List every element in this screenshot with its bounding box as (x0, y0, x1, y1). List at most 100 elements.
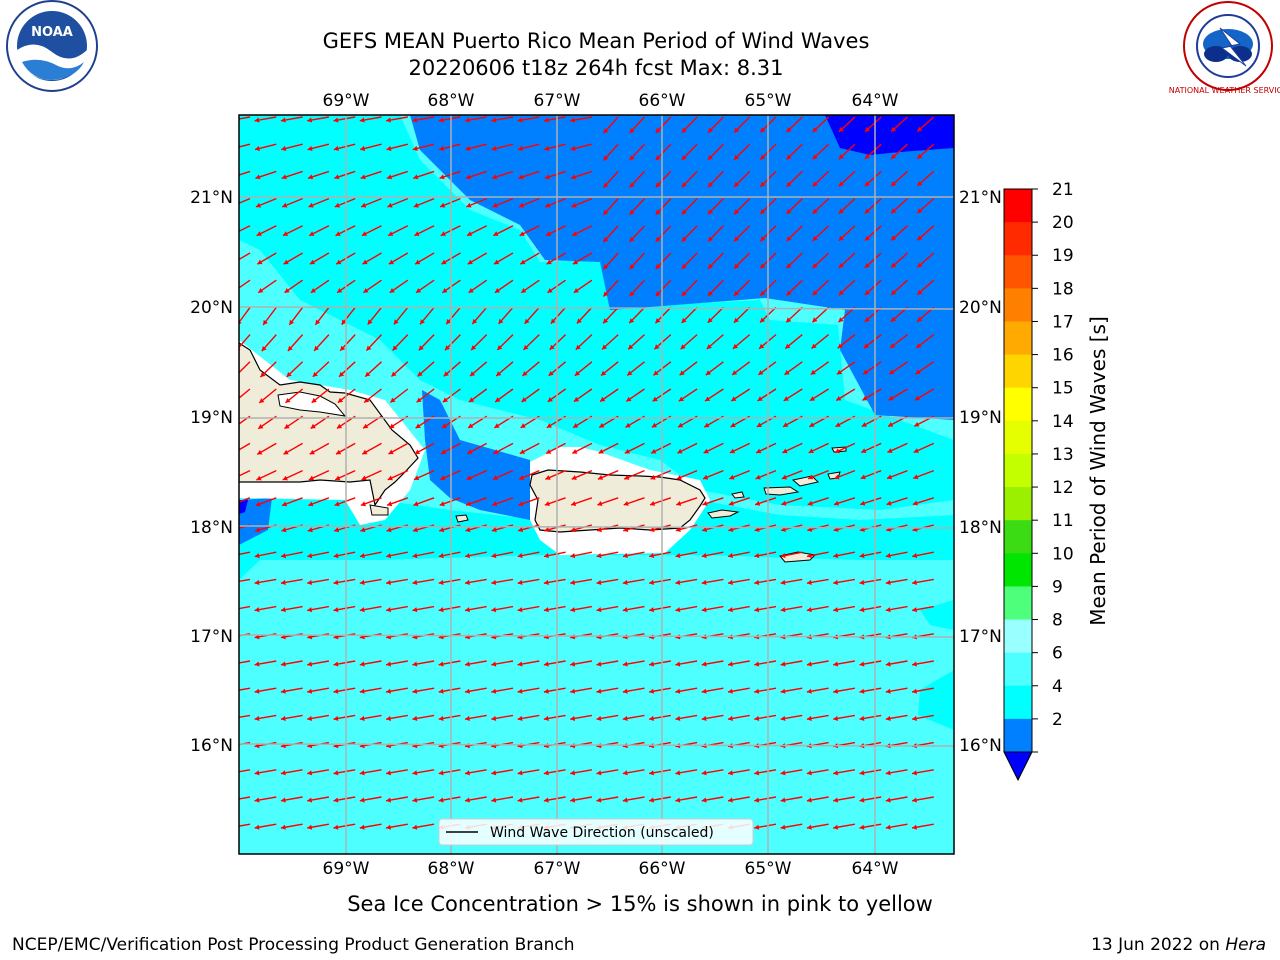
wind-arrow-head (786, 263, 792, 269)
wind-arrow-head (806, 579, 812, 585)
wind-arrow-head (786, 236, 792, 242)
wind-arrow-head (467, 449, 473, 454)
wind-arrow-head (890, 343, 896, 348)
wind-arrow-head (334, 501, 340, 507)
wind-arrow-head (681, 317, 687, 323)
colorbar-tick-label: 12 (1052, 478, 1074, 498)
wind-arrow-head (466, 202, 472, 208)
wind-arrow-head (572, 449, 578, 454)
wind-arrow-head (388, 231, 394, 236)
contour-band-2-4-west (239, 498, 272, 545)
wind-arrow-head (622, 661, 628, 667)
wind-arrow-head (550, 318, 556, 324)
top-lon-label: 67°W (534, 91, 581, 111)
wind-arrow-head (517, 579, 523, 585)
wind-arrow-head (864, 154, 870, 159)
wind-arrow-head (649, 553, 655, 559)
wind-arrow-head (491, 527, 497, 533)
wind-arrow-head (655, 291, 661, 297)
wind-arrow-head (544, 145, 550, 151)
wind-arrow-head (309, 259, 316, 265)
wind-arrow-head (655, 318, 661, 324)
wind-arrow-head (649, 688, 654, 694)
wind-arrow-head (651, 422, 657, 428)
wind-arrow-head (573, 423, 579, 428)
wind-arrow-head (439, 501, 445, 507)
wind-arrow-head (414, 475, 420, 481)
wind-arrow-head (812, 317, 818, 323)
wind-arrow-head (386, 174, 392, 180)
wind-arrow-head (333, 579, 339, 585)
wind-arrow-head (571, 202, 577, 208)
wind-arrow-head (491, 797, 497, 803)
wind-arrow-head (389, 288, 395, 293)
left-lat-label: 18°N (190, 518, 233, 538)
wind-arrow-head (543, 607, 549, 613)
wind-arrow-head (254, 117, 260, 123)
wind-arrow-head (228, 118, 233, 123)
wind-arrow-head (596, 688, 602, 694)
wind-arrow-head (650, 501, 656, 506)
wind-arrow-head (521, 397, 527, 402)
wind-arrow-head (708, 209, 713, 215)
wind-arrow-head (255, 174, 261, 180)
parallel-18n (239, 525, 954, 529)
wind-arrow-head (309, 449, 315, 455)
wind-arrow-head (891, 208, 897, 214)
wind-arrow-head (438, 688, 444, 694)
wind-arrow-head (465, 145, 471, 151)
wind-arrow-head (622, 797, 628, 803)
colorbar-tick-label: 13 (1052, 445, 1074, 465)
colorbar-tick-label: 14 (1052, 412, 1074, 432)
colorbar: 21 20 19 18 17 16 15 14 13 12 11 10 9 8 6 4 2 (1003, 180, 1074, 782)
wind-arrow-head (786, 208, 792, 214)
wind-arrow-head (728, 553, 733, 559)
wind-arrow-head (308, 475, 315, 481)
left-lat-label: 21°N (190, 188, 233, 208)
wind-arrow-head (438, 553, 444, 559)
wind-arrow-head (307, 145, 313, 151)
wind-arrow-head (708, 290, 713, 296)
wind-arrow-head (386, 527, 392, 533)
wind-arrow-head (543, 579, 549, 585)
wind-arrow-head (916, 343, 922, 348)
left-lat-label: 19°N (190, 408, 233, 428)
wind-arrow-head (728, 688, 733, 694)
wind-arrow-head (675, 770, 681, 776)
wind-arrow-head (337, 288, 343, 293)
wind-arrow-head (228, 798, 233, 803)
wind-arrow-head (388, 449, 394, 455)
wind-arrow-head (655, 127, 661, 133)
wind-arrow-head (834, 500, 839, 506)
wind-arrow-head (597, 527, 602, 533)
wind-arrow-head (678, 422, 684, 428)
map-legend: Wind Wave Direction (unscaled) (438, 818, 754, 846)
wind-arrow-head (811, 343, 817, 349)
wind-arrow-head (596, 770, 602, 776)
wind-arrow-head (444, 345, 450, 351)
colorbar-segment (1004, 652, 1032, 687)
wind-arrow-head (603, 155, 609, 161)
wind-arrow-head (754, 579, 760, 585)
wind-arrow-head (885, 824, 891, 830)
wind-arrow-head (734, 209, 740, 215)
wind-arrow-head (833, 688, 839, 694)
wind-arrow-head (808, 448, 814, 454)
wind-arrow-head (520, 423, 526, 428)
colorbar-segment (1004, 288, 1032, 322)
wind-arrow-head (649, 770, 654, 776)
wind-arrow-head (570, 715, 576, 721)
wind-arrow-head (860, 474, 866, 480)
wind-arrow-head (734, 154, 740, 160)
wind-arrow-head (465, 553, 470, 559)
left-lat-label: 16°N (190, 736, 233, 756)
wind-arrow-head (863, 343, 869, 349)
graticule (239, 115, 954, 854)
wind-arrow-head (786, 317, 792, 323)
colorbar-segment (1004, 487, 1032, 521)
wind-arrow-head (333, 770, 339, 776)
wind-arrow-head (838, 154, 844, 160)
wind-arrow-head (780, 553, 786, 559)
wind-arrow-head (622, 770, 628, 776)
wind-arrow-head (703, 474, 709, 480)
